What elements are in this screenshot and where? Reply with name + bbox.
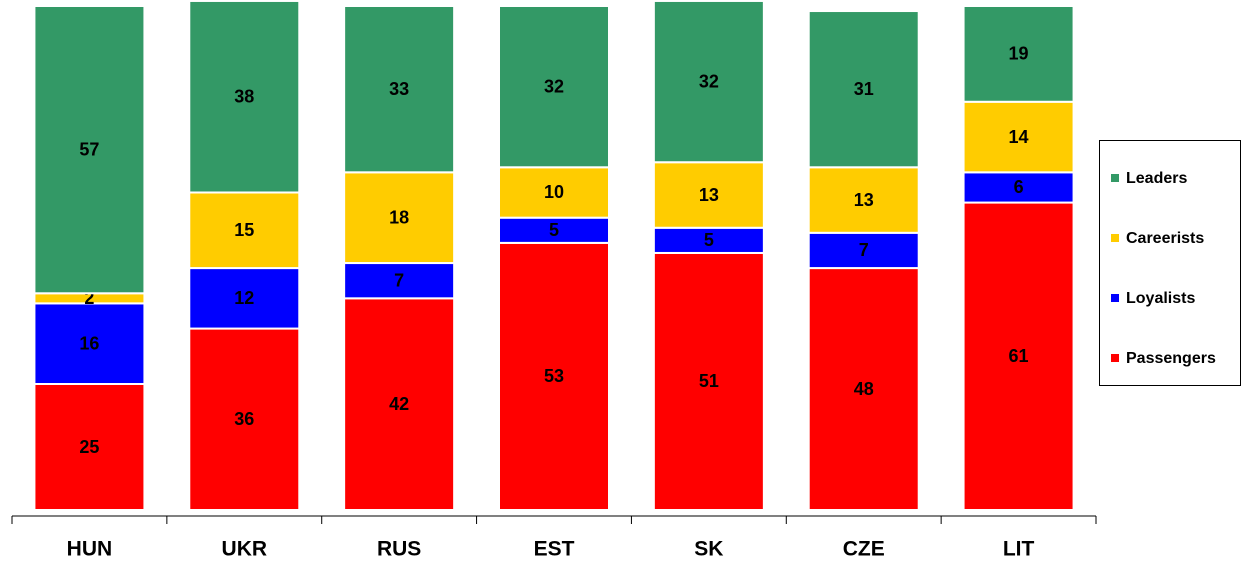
data-label: 16	[79, 333, 99, 353]
data-label: 57	[79, 139, 99, 159]
data-label: 19	[1009, 44, 1029, 64]
bar-segment	[807, 10, 920, 169]
bar-segment	[962, 5, 1075, 103]
bar-segment	[33, 383, 146, 511]
data-label: 7	[859, 240, 869, 260]
data-label: 6	[1014, 177, 1024, 197]
bar-segment	[962, 171, 1075, 204]
bar-segment	[33, 302, 146, 385]
legend-marker	[1111, 354, 1119, 362]
data-label: 32	[699, 71, 719, 91]
x-tick-label: UKR	[222, 538, 268, 561]
data-label: 53	[544, 366, 564, 386]
data-label: 13	[699, 185, 719, 205]
bar-segment	[652, 251, 765, 512]
data-label: 32	[544, 76, 564, 96]
x-tick-label: RUS	[377, 538, 421, 561]
bar-segment	[33, 5, 146, 295]
bar-segment	[188, 0, 301, 194]
data-label: 61	[1009, 346, 1029, 366]
data-label: 18	[389, 207, 409, 227]
bar-segment	[188, 327, 301, 511]
data-label: 14	[1009, 127, 1029, 147]
data-label: 38	[234, 86, 254, 106]
bar-segment	[498, 241, 610, 511]
bar-segment	[343, 5, 456, 174]
x-tick-label: LIT	[1003, 538, 1035, 561]
data-label: 12	[234, 288, 254, 308]
data-label: 2	[84, 288, 94, 308]
data-label: 10	[544, 182, 564, 202]
bar-segment	[652, 0, 765, 164]
data-label: 5	[549, 220, 559, 240]
data-label: 36	[234, 409, 254, 429]
data-label: 15	[234, 220, 254, 240]
data-label: 33	[389, 79, 409, 99]
legend-box	[1099, 140, 1241, 386]
x-tick-label: EST	[534, 538, 575, 561]
bar-segment	[188, 267, 301, 330]
x-tick-label: SK	[694, 538, 723, 561]
data-label: 13	[854, 190, 874, 210]
data-label: 42	[389, 394, 409, 414]
bar-segment	[652, 161, 765, 229]
bar-segment	[498, 216, 610, 244]
bar-segment	[807, 166, 920, 234]
legend-marker	[1111, 234, 1119, 242]
bar-segment	[343, 297, 456, 511]
legend-marker	[1111, 174, 1119, 182]
x-tick-label: CZE	[843, 538, 885, 561]
data-label: 48	[854, 379, 874, 399]
bar-segment	[962, 201, 1075, 511]
legend-label: Leaders	[1126, 170, 1187, 187]
legend-marker	[1111, 294, 1119, 302]
legend-label: Careerists	[1126, 230, 1204, 247]
legend-label: Loyalists	[1126, 290, 1195, 307]
data-label: 7	[394, 270, 404, 290]
bar-segment	[343, 171, 456, 265]
data-label: 31	[854, 79, 874, 99]
data-label: 5	[704, 230, 714, 250]
bar-segment	[498, 5, 610, 169]
bar-segment	[807, 267, 920, 511]
data-label: 51	[699, 371, 719, 391]
x-tick-label: HUN	[67, 538, 113, 561]
legend-label: Passengers	[1126, 350, 1216, 367]
data-label: 25	[79, 437, 99, 457]
